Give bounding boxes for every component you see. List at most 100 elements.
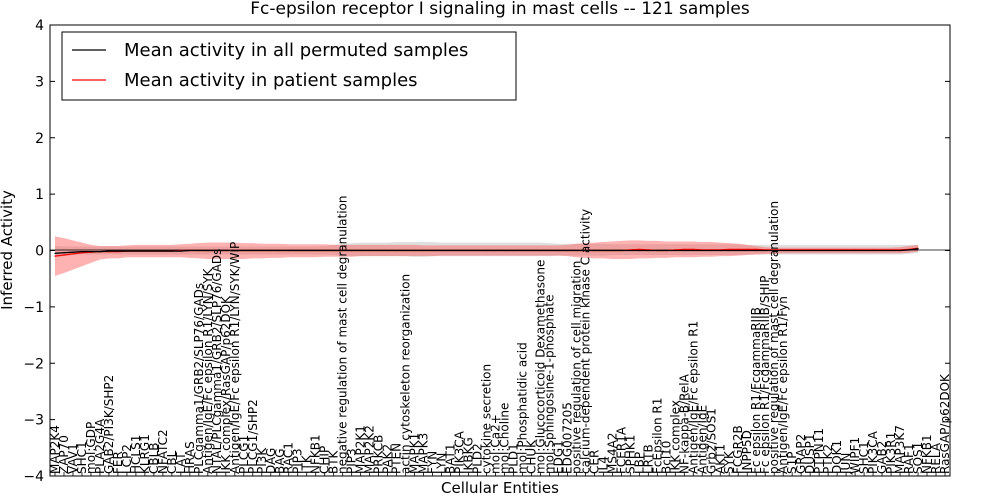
data-point-permuted (764, 249, 766, 252)
data-point-permuted (198, 249, 200, 252)
x-tick-label: PLCgamma1/GRB2/SLP76/GADs (192, 283, 206, 474)
data-point-permuted (773, 249, 775, 252)
x-tick-label: PTEN (390, 443, 404, 474)
x-tick-label: LCP2 (120, 444, 134, 474)
x-tick-label: WIPF1 (848, 437, 862, 474)
data-point-permuted (827, 249, 829, 252)
data-point-permuted (422, 249, 425, 252)
x-tick-label: Antigen/IgE/Fc epsilon R1 (686, 321, 700, 474)
data-point-permuted (674, 249, 676, 252)
y-tick-label: 3 (35, 74, 44, 90)
x-tick-label: EDG007205 (560, 402, 574, 474)
x-tick-label: IL4 (596, 456, 610, 474)
x-tick-label: RasGAP/p62DOK (938, 373, 952, 474)
data-point-permuted (539, 249, 542, 252)
x-axis-ticks: MAP2K4ZAP70VAV1SHC1mol:GDPPLA2G4AGAB2/PI… (48, 195, 952, 476)
x-tick-label: KLRG1 (138, 434, 152, 474)
data-point-permuted (710, 249, 712, 252)
data-point-permuted (647, 249, 649, 252)
x-tick-label: HRAS (183, 441, 197, 474)
data-point-patient (683, 248, 685, 250)
x-tick-label: SPHK1 (623, 435, 637, 474)
data-point-permuted (153, 250, 155, 252)
data-point-permuted (845, 249, 847, 252)
data-point-patient (755, 248, 757, 250)
data-point-permuted (512, 249, 515, 252)
x-tick-label: CBLB (147, 442, 161, 474)
x-tick-label: MAP2K2 (363, 425, 377, 474)
data-point-permuted (54, 252, 56, 254)
data-point-permuted (297, 249, 299, 252)
x-tick-label: CHIP (318, 446, 332, 474)
data-point-permuted (396, 249, 398, 252)
data-point-permuted (387, 249, 389, 252)
data-point-permuted (81, 251, 83, 253)
x-tick-label: PIK3CA (866, 430, 880, 474)
data-point-permuted (288, 249, 290, 252)
data-point-patient (54, 255, 56, 257)
data-point-permuted (890, 249, 892, 252)
x-tick-label: Bcl10 (659, 441, 673, 474)
data-point-permuted (863, 249, 865, 252)
data-point-permuted (90, 251, 92, 253)
data-point-permuted (899, 249, 901, 252)
x-tick-label: MS4A2 (605, 433, 619, 474)
x-tick-label: LYN (435, 453, 449, 474)
data-point-permuted (467, 249, 470, 252)
data-point-permuted (234, 249, 236, 252)
x-tick-label: NFKB1 (309, 434, 323, 474)
data-point-patient (638, 248, 640, 250)
x-tick-label: FcEpsilon R1 (650, 398, 664, 474)
chart-title: Fc-epsilon receptor I signaling in mast … (250, 0, 750, 19)
x-tick-label: cytokine secretion (480, 364, 494, 474)
data-point-permuted (809, 249, 811, 252)
x-tick-label: FCGR2B (731, 425, 745, 474)
data-point-permuted (908, 249, 910, 251)
y-tick-label: 1 (35, 187, 44, 203)
x-tick-label: Fc epsilon R1/FcgammaRIIB (749, 307, 763, 474)
data-point-permuted (872, 249, 874, 252)
data-point-permuted (629, 249, 631, 252)
data-point-permuted (692, 249, 694, 252)
data-point-permuted (665, 249, 667, 252)
data-point-permuted (494, 249, 497, 252)
data-point-permuted (611, 249, 613, 252)
x-tick-label: DUSP1 (803, 433, 817, 474)
x-tick-label: NTAL/PLCgamma1/GRB2/SLP76/GADs (210, 249, 224, 474)
x-tick-label: negative regulation of mast cell degranu… (336, 195, 350, 474)
x-tick-label: NFKB1 (920, 434, 934, 474)
data-point-permuted (279, 249, 281, 252)
data-point-permuted (881, 249, 883, 252)
x-tick-label: FYN (426, 451, 440, 474)
data-point-permuted (207, 249, 209, 252)
x-tick-label: Antigen/IgE (695, 405, 709, 474)
y-axis-ticks: −4 −3 −2 −1 0 1 2 3 4 (23, 18, 950, 485)
x-tick-label: calcium-dependent protein kinase C activ… (578, 209, 592, 474)
data-point-permuted (791, 249, 793, 252)
x-tick-label: IKK complex/RasGAP/p62DOK (219, 295, 233, 474)
data-point-permuted (414, 249, 416, 252)
data-point-permuted (216, 249, 218, 252)
x-tick-label: mol:Sphingosine-1-phosphate (542, 295, 556, 475)
data-point-permuted (755, 249, 757, 252)
x-tick-label: Fc epsilon R1/FcgammaRIIB/SHIP (758, 276, 772, 474)
legend-label-patient: Mean activity in patient samples (124, 70, 418, 91)
data-point-permuted (360, 249, 362, 252)
data-point-permuted (485, 249, 488, 252)
data-point-permuted (818, 249, 820, 252)
data-point-permuted (315, 249, 317, 252)
x-tick-label: PI3K (255, 447, 269, 474)
x-tick-label: mol:Phosphatidic acid (515, 342, 529, 474)
x-tick-label: EDG1 (551, 440, 565, 474)
x-tick-label: PLA2G4A (93, 418, 107, 474)
x-tick-label: RAF1 (902, 443, 916, 474)
data-point-permuted (638, 249, 640, 252)
data-point-permuted (620, 249, 622, 252)
legend-label-permuted: Mean activity in all permuted samples (124, 40, 468, 61)
x-tick-label: CBL (165, 450, 179, 474)
x-tick-label: ZAP70 (57, 435, 71, 474)
data-point-patient (63, 254, 65, 256)
data-point-patient (72, 253, 74, 255)
data-point-permuted (584, 249, 587, 252)
x-tick-label: MAP2K1 (354, 425, 368, 474)
